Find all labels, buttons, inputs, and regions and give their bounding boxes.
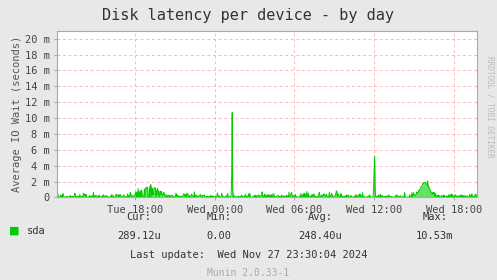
Text: 289.12u: 289.12u (117, 231, 161, 241)
Text: Min:: Min: (206, 212, 231, 222)
Text: Last update:  Wed Nov 27 23:30:04 2024: Last update: Wed Nov 27 23:30:04 2024 (130, 249, 367, 260)
Text: ■: ■ (9, 226, 19, 236)
Y-axis label: Average IO Wait (seconds): Average IO Wait (seconds) (12, 36, 22, 192)
Text: Cur:: Cur: (127, 212, 152, 222)
Text: sda: sda (27, 226, 46, 236)
Text: Avg:: Avg: (308, 212, 333, 222)
Text: Munin 2.0.33-1: Munin 2.0.33-1 (207, 268, 290, 278)
Text: Max:: Max: (422, 212, 447, 222)
Text: RRDTOOL / TOBI OETIKER: RRDTOOL / TOBI OETIKER (486, 55, 495, 157)
Text: Disk latency per device - by day: Disk latency per device - by day (102, 8, 395, 24)
Text: 10.53m: 10.53m (416, 231, 454, 241)
Text: 248.40u: 248.40u (299, 231, 342, 241)
Text: 0.00: 0.00 (206, 231, 231, 241)
